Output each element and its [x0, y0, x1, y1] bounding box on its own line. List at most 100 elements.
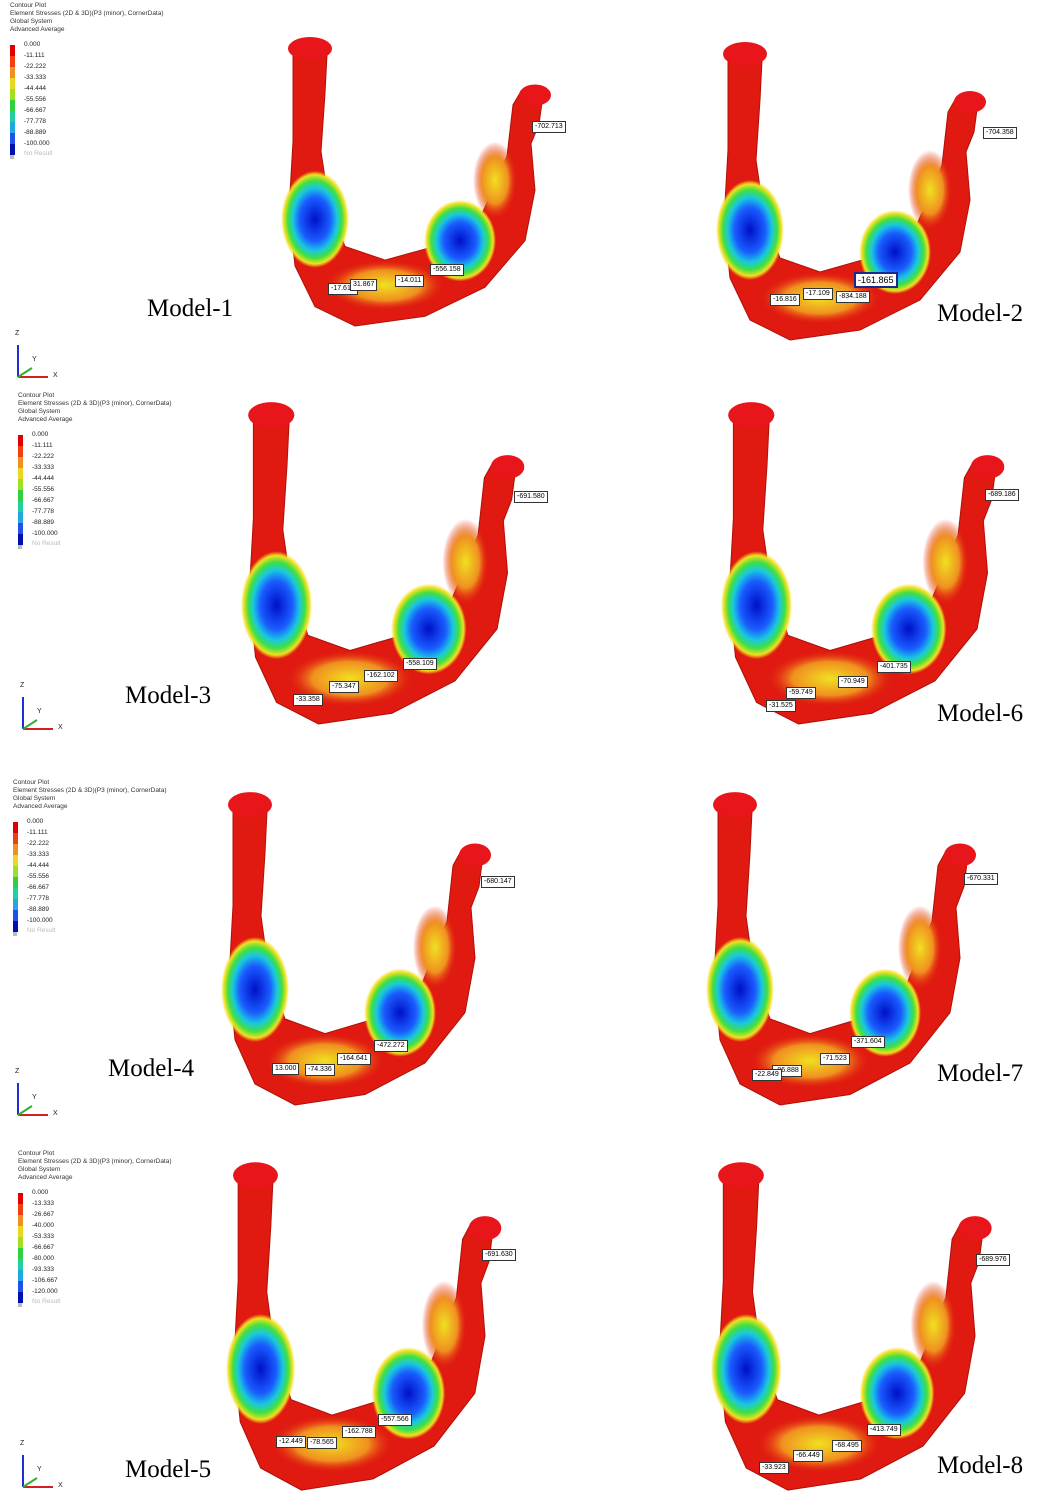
- stress-label: -74.336: [305, 1064, 335, 1076]
- condyle: [519, 84, 551, 105]
- legend-level: -22.222: [24, 63, 46, 70]
- legend-title: Global System: [13, 795, 55, 803]
- stress-zone: [473, 142, 517, 220]
- legend-swatch: [10, 45, 15, 56]
- legend-level: -80.000: [32, 1255, 54, 1262]
- legend-swatch: [13, 877, 18, 888]
- no-result: No Result: [32, 1298, 61, 1305]
- legend-swatch: [13, 855, 18, 866]
- no-result: No Result: [27, 927, 56, 934]
- axis-label-x: X: [58, 1482, 63, 1489]
- no-result-swatch: [13, 932, 17, 936]
- legend-swatch: [18, 468, 23, 479]
- stress-label: -59.749: [786, 687, 816, 699]
- legend-level: -77.778: [32, 508, 54, 515]
- legend-level: -11.111: [32, 442, 53, 449]
- condyle: [233, 1162, 278, 1188]
- legend-swatch: [13, 910, 18, 921]
- stress-label: -371.604: [851, 1036, 885, 1048]
- legend-swatch: [13, 833, 18, 844]
- stress-zone: [413, 906, 457, 990]
- legend-level: -26.667: [32, 1211, 54, 1218]
- axis-label-x: X: [53, 372, 58, 379]
- legend-level: -55.556: [24, 96, 46, 103]
- axis-label-z: Z: [20, 682, 24, 689]
- axis-label-y: Y: [37, 1466, 42, 1473]
- stress-label: -71.523: [820, 1053, 850, 1065]
- legend-level: -77.778: [27, 895, 49, 902]
- legend-level: -44.444: [24, 85, 46, 92]
- no-result-swatch: [18, 1303, 22, 1307]
- stress-label: -162.788: [342, 1426, 376, 1438]
- legend-swatch: [10, 111, 15, 122]
- legend-swatch: [18, 512, 23, 523]
- stress-label: -704.358: [983, 127, 1017, 139]
- legend-swatch: [18, 1226, 23, 1237]
- stress-zone: [422, 1281, 467, 1369]
- legend-level: -11.111: [27, 829, 48, 836]
- legend-swatch: [18, 523, 23, 534]
- legend-level: -22.222: [27, 840, 49, 847]
- legend-level: -22.222: [32, 453, 54, 460]
- stress-zone: [908, 150, 952, 230]
- axis-label-x: X: [53, 1110, 58, 1117]
- legend-level: 0.000: [27, 818, 43, 825]
- stress-label: -556.158: [430, 264, 464, 276]
- stress-zone: [281, 171, 349, 268]
- stress-zone: [711, 1314, 782, 1424]
- axis-y: [18, 1106, 32, 1115]
- no-result: No Result: [24, 150, 53, 157]
- condyle: [958, 1216, 991, 1240]
- legend-swatch: [13, 888, 18, 899]
- stress-label: -22.849: [752, 1069, 782, 1081]
- condyle: [469, 1216, 502, 1240]
- axis-label-z: Z: [15, 1068, 19, 1075]
- legend-swatch: [18, 1281, 23, 1292]
- stress-label: -17.109: [803, 288, 833, 300]
- legend-level: -53.333: [32, 1233, 54, 1240]
- legend-swatch: [18, 1292, 23, 1303]
- legend-swatch: [18, 534, 23, 545]
- axis-y: [23, 720, 37, 729]
- stress-label: -689.186: [985, 489, 1019, 501]
- stress-label: -702.713: [532, 121, 566, 133]
- model-label: Model-6: [937, 700, 1023, 728]
- condyle: [718, 1162, 764, 1188]
- legend-swatch: [18, 1270, 23, 1281]
- legend-swatch: [18, 490, 23, 501]
- model-label: Model-8: [937, 1452, 1023, 1480]
- legend-level: -100.000: [27, 917, 53, 924]
- axis-y: [23, 1478, 37, 1487]
- stress-label: -472.272: [374, 1040, 408, 1052]
- legend-level: -44.444: [32, 475, 54, 482]
- legend-swatch: [18, 479, 23, 490]
- legend-swatch: [10, 78, 15, 89]
- figure: Contour Plot Element Stresses (2D & 3D)(P…: [0, 0, 1038, 1497]
- legend-swatch: [18, 457, 23, 468]
- legend-level: -66.667: [32, 497, 54, 504]
- legend-swatch: [10, 122, 15, 133]
- stress-label: 13.000: [272, 1063, 299, 1075]
- legend-level: -66.667: [27, 884, 49, 891]
- stress-label: -66.449: [793, 1450, 823, 1462]
- axis-label-x: X: [58, 724, 63, 731]
- legend-level: -120.000: [32, 1288, 58, 1295]
- legend-swatch: [10, 100, 15, 111]
- legend-level: -100.000: [24, 140, 50, 147]
- legend-level: -33.333: [32, 464, 54, 471]
- legend-level: -88.889: [24, 129, 46, 136]
- stress-zone: [241, 551, 312, 659]
- legend-level: -93.333: [32, 1266, 54, 1273]
- stress-label: -691.630: [482, 1249, 516, 1261]
- axis-label-y: Y: [32, 1094, 37, 1101]
- legend-level: 0.000: [32, 1189, 48, 1196]
- legend-swatch: [10, 89, 15, 100]
- legend-swatch: [18, 501, 23, 512]
- legend-swatch: [18, 1215, 23, 1226]
- stress-zone: [716, 180, 784, 280]
- legend-title: Element Stresses (2D & 3D)(P3 (minor), C…: [18, 1158, 172, 1166]
- stress-label: -401.735: [877, 661, 911, 673]
- axis-label-y: Y: [37, 708, 42, 715]
- stress-label: -12.449: [276, 1436, 306, 1448]
- legend-title: Contour Plot: [13, 779, 49, 787]
